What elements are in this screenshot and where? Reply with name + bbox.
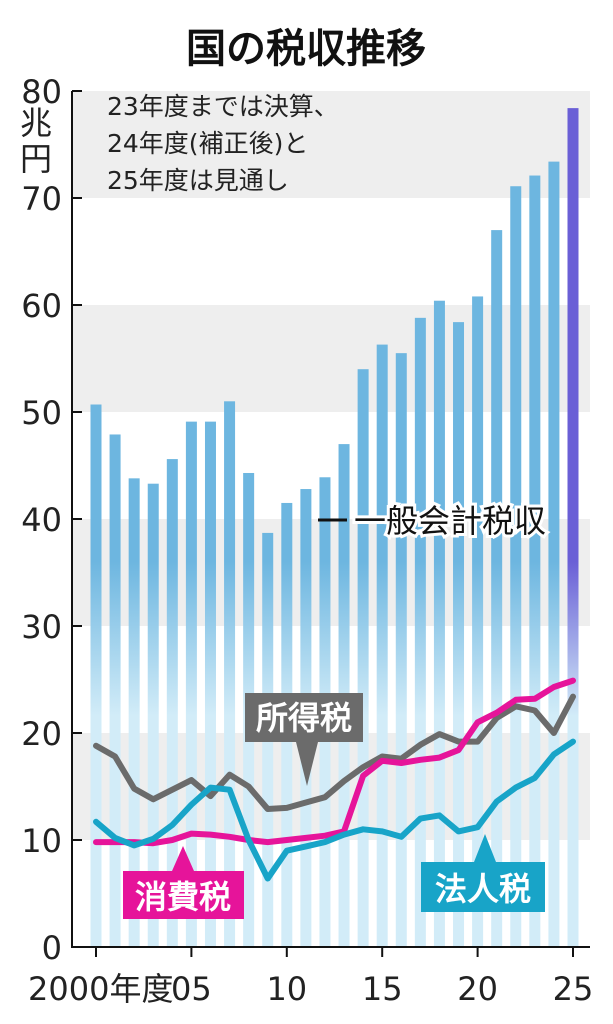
bar-2014	[357, 369, 369, 947]
y-tick-label: 10	[21, 822, 62, 860]
bar-2003	[147, 483, 159, 947]
consumption-tax-line	[93, 677, 576, 847]
svg-text:所得税: 所得税	[256, 699, 352, 737]
bar-2016	[395, 353, 407, 947]
y-tick-label: 60	[21, 287, 62, 325]
y-tick-label: 20	[21, 715, 62, 753]
x-tick-label: 2000年度	[28, 970, 173, 1008]
svg-text:法人税: 法人税	[435, 870, 531, 908]
note-text: 23年度までは決算、 24年度(補正後)と 25年度は見通し	[107, 92, 347, 195]
grid-band	[72, 91, 590, 198]
note-line-3: 25年度は見通し	[107, 166, 289, 195]
y-tick-label: 70	[21, 180, 62, 218]
y-tick-label: 80	[21, 73, 62, 111]
y-tick-label: 30	[21, 608, 62, 646]
x-tick-label: 25	[553, 970, 594, 1008]
bar-2006	[204, 421, 216, 947]
note-line-2: 24年度(補正後)と	[107, 129, 308, 158]
total-series-label: 一般会計税収	[318, 499, 549, 543]
corporate-tax-label: 法人税	[421, 834, 545, 912]
note-line-1: 23年度までは決算、	[107, 92, 339, 121]
y-tick-labels: 0 10 20 30 40 50 60 70 80	[21, 73, 62, 967]
axes	[71, 90, 590, 957]
bar-2002	[128, 478, 140, 947]
bar-2017	[414, 317, 426, 948]
bar-2015	[376, 344, 388, 948]
bar-2001	[109, 434, 121, 948]
svg-text:一般会計税収: 一般会計税収	[354, 502, 546, 540]
corporate-tax-line	[93, 738, 576, 882]
bar-2005	[185, 421, 197, 947]
line-series	[93, 677, 576, 882]
bar-2025	[567, 108, 579, 948]
bar-2023	[529, 175, 541, 947]
y-tick-label: 40	[21, 501, 62, 539]
x-tick-label: 15	[362, 970, 403, 1008]
bar-2000	[90, 404, 102, 947]
grid-band	[72, 305, 590, 412]
bar-2004	[166, 459, 178, 947]
bar-2022	[510, 186, 522, 948]
bar-2007	[224, 401, 236, 947]
grid-bands	[72, 91, 590, 840]
consumption-tax-label: 消費税	[123, 846, 244, 919]
bar-2021	[491, 230, 503, 948]
bar-2024	[548, 161, 560, 947]
x-tick-label: 05	[171, 970, 212, 1008]
income-tax-label: 所得税	[245, 693, 363, 786]
income-tax-line	[93, 693, 576, 812]
y-unit-label: 兆円	[20, 104, 52, 178]
y-tick-label: 50	[21, 394, 62, 432]
y-tick-label: 0	[42, 929, 62, 967]
svg-text:消費税: 消費税	[135, 878, 231, 916]
bar-2019	[453, 322, 465, 947]
x-tick-label: 20	[457, 970, 498, 1008]
chart-title: 国の税収推移	[186, 26, 426, 72]
x-tick-label: 10	[266, 970, 307, 1008]
bar-2020	[472, 296, 484, 947]
bar-2018	[433, 300, 445, 948]
